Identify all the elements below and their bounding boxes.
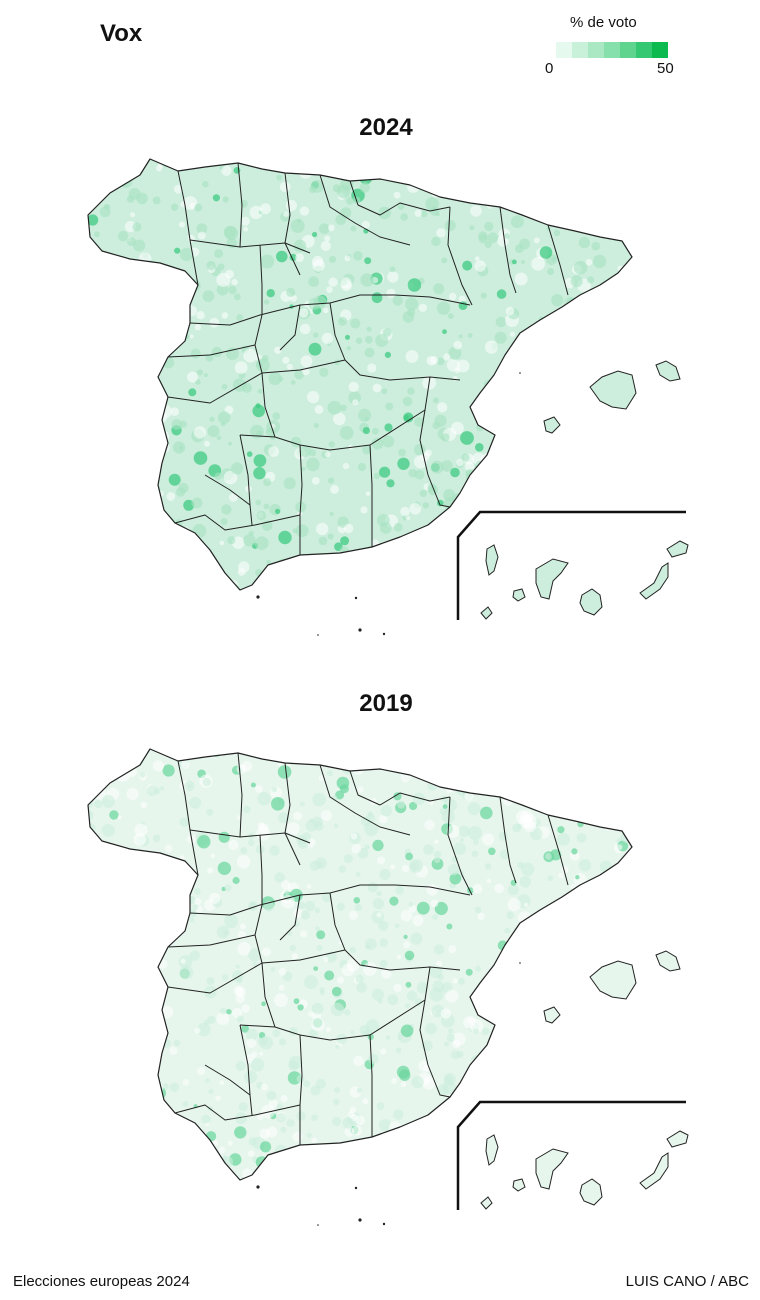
footer-credit: LUIS CANO / ABC: [625, 1273, 749, 1290]
legend-swatch-3: [604, 42, 620, 58]
map-2024: [87, 158, 689, 636]
map-title-2019: 2019: [359, 690, 413, 717]
legend-color-scale: [556, 42, 668, 58]
balearic-islands: [543, 950, 681, 1024]
legend-swatch-5: [636, 42, 652, 58]
small-territories: [256, 962, 521, 1226]
legend-swatch-6: [652, 42, 668, 58]
legend-swatch-4: [620, 42, 636, 58]
coastline: [87, 158, 633, 591]
canary-islands: [480, 1130, 689, 1210]
legend-title: % de voto: [570, 14, 637, 31]
legend-swatch-2: [588, 42, 604, 58]
legend-swatch-1: [572, 42, 588, 58]
canary-inset-frame: [456, 1100, 686, 1210]
province-boundaries: [167, 752, 569, 1145]
small-territories: [256, 372, 521, 636]
chart-title: Vox: [100, 20, 143, 47]
map-2019: [87, 748, 689, 1226]
canary-islands: [480, 540, 689, 620]
map-title-2024: 2024: [359, 114, 413, 141]
coastline: [87, 748, 633, 1181]
legend-max-label: 50: [657, 60, 674, 77]
footer-source: Elecciones europeas 2024: [13, 1273, 190, 1290]
legend-swatch-0: [556, 42, 572, 58]
legend-min-label: 0: [545, 60, 554, 77]
province-boundaries: [167, 162, 569, 555]
balearic-islands: [543, 360, 681, 434]
canary-inset-frame: [456, 510, 686, 620]
